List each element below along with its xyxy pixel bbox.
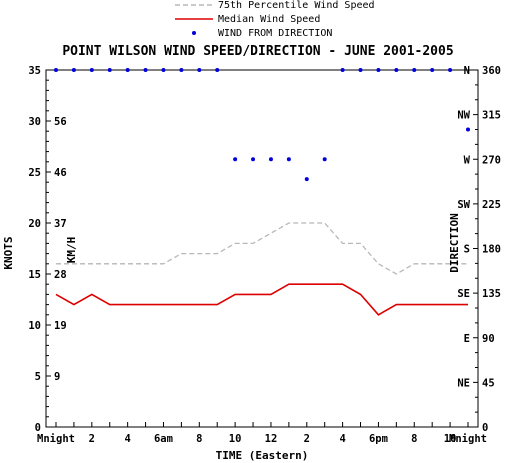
series-75th-percentile-line [56,222,468,275]
direction-point [161,68,166,72]
direction-point [233,157,238,162]
kmh-tick-label: 56 [54,116,67,128]
direction-point [54,68,58,72]
kmh-tick-label: 9 [54,371,60,383]
kmh-tick-label: 28 [54,269,67,281]
direction-point [107,68,112,72]
direction-point [251,157,256,162]
direction-point [448,68,453,72]
direction-point [304,177,309,182]
legend: 75th Percentile Wind Speed Median Wind S… [175,0,375,39]
x-tick-label: 4 [124,433,130,445]
legend-label-75th: 75th Percentile Wind Speed [218,0,375,11]
direction-point [215,68,220,72]
dir-tick-compass: W [464,154,471,166]
x-tick-label: 6am [154,433,173,445]
direction-point [340,68,345,72]
x-tick-label: 8 [196,433,202,445]
dir-tick-compass: SE [457,288,470,300]
kmh-tick-label: 37 [54,218,67,230]
direction-point [143,68,148,72]
direction-point [71,68,76,72]
direction-point [358,68,363,72]
direction-point [268,157,273,162]
x-axis-label: TIME (Eastern) [216,449,309,462]
x-tick-label: 10 [444,433,457,445]
plot-area [45,69,479,428]
x-tick-label: 10 [229,433,242,445]
dir-tick-degrees: 90 [482,333,495,345]
legend-label-direction: WIND FROM DIRECTION [218,28,332,39]
dir-tick-compass: S [464,244,470,256]
dir-tick-degrees: 135 [482,288,501,300]
y-tick-label: 35 [28,65,41,77]
dir-tick-compass: SW [457,199,470,211]
dir-tick-degrees: 225 [482,199,501,211]
direction-point [197,68,202,72]
direction-point [430,68,435,72]
series-median-line [55,283,468,316]
dir-tick-degrees: 45 [482,377,495,389]
dir-tick-degrees: 0 [482,422,488,434]
x-tick-label: 4 [339,433,345,445]
x-tick-label: 2 [304,433,310,445]
dir-tick-compass: N [464,65,470,77]
dir-tick-degrees: 270 [482,154,501,166]
kmh-tick-label: 46 [54,167,67,179]
direction-point [412,68,417,72]
y-tick-label: 30 [28,116,41,128]
x-tick-label: 8 [411,433,417,445]
y-axis-label-knots: KNOTS [2,236,15,269]
y-axis-label-direction: DIRECTION [448,213,461,273]
x-tick-label: 12 [265,433,278,445]
dir-tick-compass: NW [457,110,470,122]
x-tick-label: 6pm [369,433,388,445]
y-tick-label: 15 [28,269,41,281]
series-layer [54,68,470,316]
ticks-layer: 0510152025303591928374656360N315NW270W22… [28,65,501,445]
direction-point [394,68,399,72]
chart-title: POINT WILSON WIND SPEED/DIRECTION - JUNE… [62,44,453,59]
y-tick-label: 20 [28,218,41,230]
legend-label-median: Median Wind Speed [218,14,320,25]
x-tick-label: 2 [89,433,95,445]
kmh-tick-label: 19 [54,320,67,332]
dir-tick-degrees: 360 [482,65,501,77]
direction-point [376,68,381,72]
direction-point [286,157,291,162]
legend-swatch-direction [192,31,196,35]
y-tick-label: 0 [35,422,41,434]
direction-point [179,68,184,72]
dir-tick-compass: NE [457,377,470,389]
direction-point [322,157,327,162]
direction-point [466,127,470,132]
dir-tick-degrees: 180 [482,244,501,256]
x-tick-label: Mnight [449,433,487,445]
y-axis-label-kmh: KM/H [65,237,78,264]
direction-point [89,68,94,72]
y-tick-label: 10 [28,320,41,332]
direction-point [125,68,130,72]
y-tick-label: 25 [28,167,41,179]
dir-tick-degrees: 315 [482,110,501,122]
dir-tick-compass: E [464,333,470,345]
x-tick-label: Mnight [37,433,75,445]
y-tick-label: 5 [35,371,41,383]
